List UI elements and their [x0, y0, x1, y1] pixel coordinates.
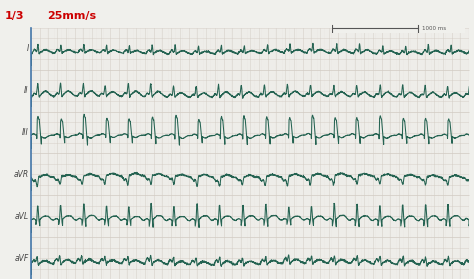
- Text: II: II: [24, 86, 28, 95]
- Text: aVR: aVR: [13, 170, 28, 179]
- Text: 25mm/s: 25mm/s: [47, 11, 97, 21]
- Text: aVF: aVF: [14, 254, 28, 263]
- Text: III: III: [22, 128, 28, 137]
- Text: aVL: aVL: [15, 212, 28, 221]
- Text: 1000 ms: 1000 ms: [422, 26, 446, 31]
- Text: 1/3: 1/3: [5, 11, 24, 21]
- Text: I: I: [27, 44, 28, 53]
